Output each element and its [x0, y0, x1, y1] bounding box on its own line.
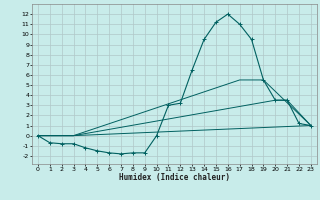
X-axis label: Humidex (Indice chaleur): Humidex (Indice chaleur) [119, 173, 230, 182]
